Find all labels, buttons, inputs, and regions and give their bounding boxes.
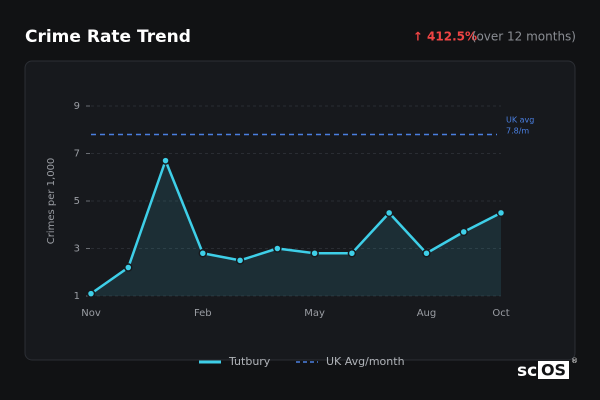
brand-mark: ® xyxy=(571,357,578,365)
x-tick-label: Aug xyxy=(417,308,437,319)
point xyxy=(422,249,431,258)
point xyxy=(496,208,506,218)
chart-title: Crime Rate Trend xyxy=(25,27,191,47)
point xyxy=(198,249,208,258)
y-tick-label: 3 xyxy=(74,244,80,255)
line xyxy=(90,159,502,295)
change: ↑ 412.5% xyxy=(413,30,477,44)
y-axis-label: Crimes per 1,000 xyxy=(46,158,57,245)
point xyxy=(459,227,468,237)
point xyxy=(273,244,282,253)
point xyxy=(124,263,133,272)
point xyxy=(384,208,394,218)
period: (over 12 months) xyxy=(472,30,576,44)
y-tick-label: 9 xyxy=(74,101,80,112)
point xyxy=(235,256,245,265)
reference-label: UK avg xyxy=(506,116,534,125)
point xyxy=(161,156,170,165)
brand-box xyxy=(538,361,569,379)
reference-value-label: 7.8/m xyxy=(506,127,529,136)
point xyxy=(347,249,357,258)
brand-boxed: OS xyxy=(541,361,566,380)
point xyxy=(310,249,319,258)
x-tick-label: Oct xyxy=(492,308,509,319)
panel xyxy=(24,60,576,361)
x-tick-label: Feb xyxy=(194,308,212,319)
y-tick-label: 7 xyxy=(74,149,80,160)
area xyxy=(91,160,501,296)
legend-label: UK Avg/month xyxy=(326,355,405,368)
x-tick-label: May xyxy=(304,308,325,319)
legend-label: Tutbury xyxy=(228,355,271,368)
y-tick-label: 5 xyxy=(74,196,80,207)
brand-text: sc xyxy=(517,361,537,381)
point xyxy=(86,289,96,298)
y-tick-label: 1 xyxy=(74,291,80,302)
x-tick-label: Nov xyxy=(81,308,101,319)
